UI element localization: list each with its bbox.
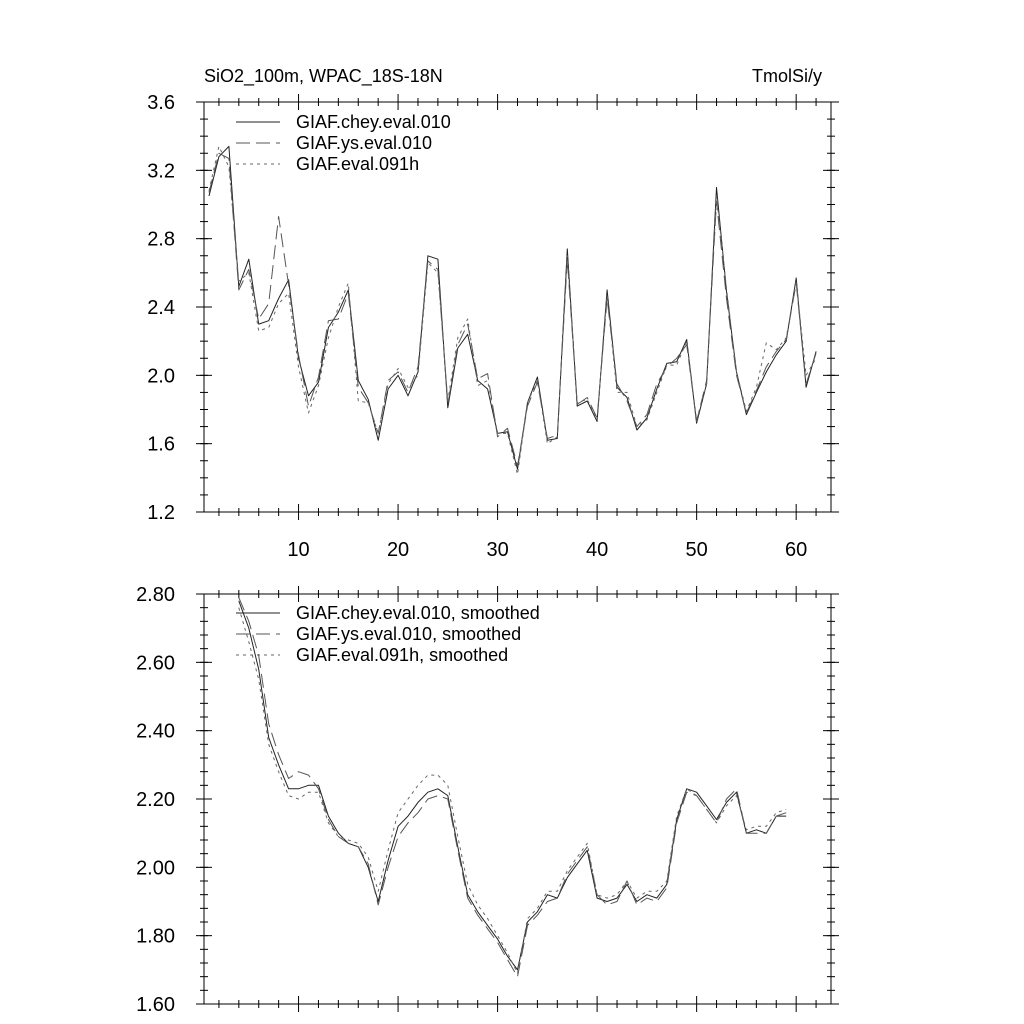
top-xtick-label: 10 [287, 539, 309, 561]
bottom-series-line-3 [238, 607, 787, 974]
top-xtick-label: 30 [486, 539, 508, 561]
top-series-group [208, 145, 817, 475]
bottom-ytick-label: 2.00 [136, 857, 175, 879]
top-ytick-label: 1.6 [147, 434, 175, 456]
top-series-line-3 [208, 145, 817, 475]
top-title-right: TmolSi/y [752, 66, 822, 86]
top-ytick-label: 2.8 [147, 229, 175, 251]
top-ytick-label: 1.2 [147, 502, 175, 524]
bottom-ytick-label: 2.20 [136, 789, 175, 811]
top-xtick-label: 20 [387, 539, 409, 561]
bottom-ytick-label: 2.60 [136, 652, 175, 674]
top-ytick-label: 2.4 [147, 297, 175, 319]
top-legend-label-1: GIAF.chey.eval.010 [296, 112, 451, 132]
top-panel: SiO2_100m, WPAC_18S-18N TmolSi/y 1.2 1.6 2… [147, 66, 839, 561]
top-xtick-label: 40 [586, 539, 608, 561]
bottom-ticks: 1.60 1.80 2.00 2.20 2.40 2.60 2.80 [136, 584, 839, 1016]
bottom-panel: 1.60 1.80 2.00 2.20 2.40 2.60 2.80 GIAF.chey.e… [136, 584, 839, 1016]
top-legend: GIAF.chey.eval.010GIAF.ys.eval.010GIAF.e… [236, 112, 451, 174]
top-xtick-label: 60 [785, 539, 807, 561]
top-xtick-label: 50 [686, 539, 708, 561]
bottom-ytick-label: 1.80 [136, 926, 175, 948]
top-series-line-1 [208, 145, 817, 470]
bottom-legend: GIAF.chey.eval.010, smoothedGIAF.ys.eval… [236, 603, 540, 665]
bottom-legend-label-2: GIAF.ys.eval.010, smoothed [296, 624, 521, 644]
bottom-ytick-label: 2.40 [136, 721, 175, 743]
top-legend-label-3: GIAF.eval.091h [296, 154, 419, 174]
top-series-line-2 [208, 152, 817, 467]
bottom-legend-label-3: GIAF.eval.091h, smoothed [296, 645, 508, 665]
bottom-legend-label-1: GIAF.chey.eval.010, smoothed [296, 603, 540, 623]
top-ytick-label: 3.2 [147, 160, 175, 182]
top-ticks: 1.2 1.6 2.0 2.4 2.8 3.2 3.6 10 20 30 40 50 60 [147, 92, 839, 561]
bottom-ytick-label: 2.80 [136, 584, 175, 606]
bottom-ytick-label: 1.60 [136, 994, 175, 1016]
top-ytick-label: 2.0 [147, 365, 175, 387]
top-legend-label-2: GIAF.ys.eval.010 [296, 133, 432, 153]
top-title-left: SiO2_100m, WPAC_18S-18N [204, 66, 443, 87]
bottom-series-group [238, 597, 787, 978]
top-ytick-label: 3.6 [147, 92, 175, 114]
